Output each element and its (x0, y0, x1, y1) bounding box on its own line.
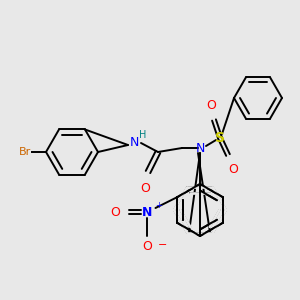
Text: O: O (142, 240, 152, 253)
Text: −: − (158, 240, 167, 250)
Text: O: O (206, 99, 216, 112)
Text: O: O (228, 163, 238, 176)
Text: +: + (155, 202, 162, 211)
Text: N: N (195, 142, 205, 154)
Text: S: S (215, 131, 225, 145)
Text: O: O (111, 206, 121, 218)
Text: Br: Br (19, 147, 31, 157)
Text: O: O (140, 182, 150, 195)
Text: N: N (130, 136, 140, 148)
Text: H: H (139, 130, 146, 140)
Text: N: N (142, 206, 153, 218)
